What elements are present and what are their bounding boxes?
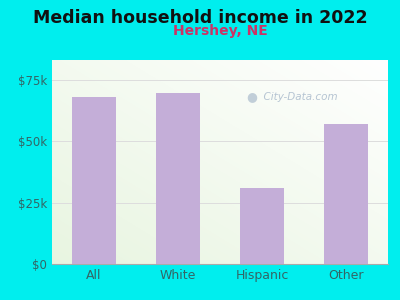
Bar xyxy=(240,188,284,264)
Title: Hershey, NE: Hershey, NE xyxy=(173,24,267,38)
Text: ●: ● xyxy=(246,90,257,103)
Bar xyxy=(72,97,116,264)
Text: City-Data.com: City-Data.com xyxy=(257,92,338,102)
Bar xyxy=(156,93,200,264)
Bar xyxy=(324,124,368,264)
Text: Median household income in 2022: Median household income in 2022 xyxy=(33,9,367,27)
